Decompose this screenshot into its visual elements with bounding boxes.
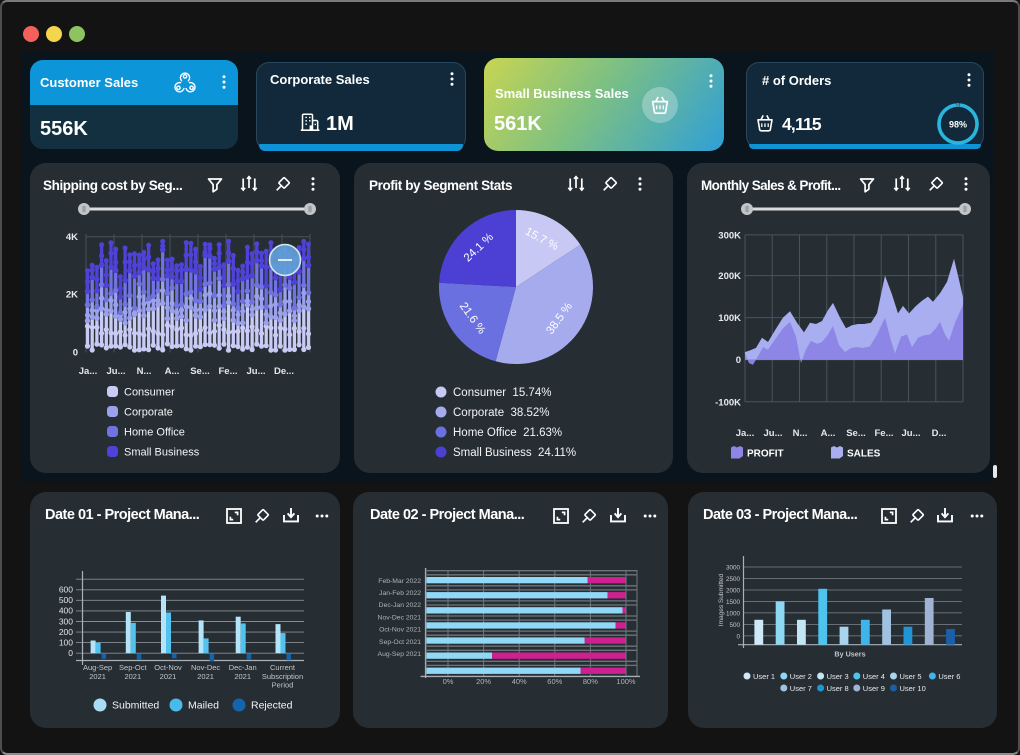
svg-text:200K: 200K (718, 271, 741, 282)
svg-text:By Users: By Users (834, 650, 865, 659)
svg-text:1500: 1500 (726, 599, 741, 606)
svg-text:100%: 100% (616, 677, 636, 686)
svg-text:Subscription: Subscription (262, 672, 303, 681)
svg-text:Period: Period (272, 681, 294, 690)
svg-text:20%: 20% (476, 677, 491, 686)
svg-text:Fe...: Fe... (218, 366, 237, 377)
svg-text:2021: 2021 (89, 672, 106, 681)
svg-text:Aug-Sep 2021: Aug-Sep 2021 (378, 651, 422, 658)
svg-text:User 1: User 1 (753, 672, 775, 681)
svg-text:0%: 0% (443, 677, 454, 686)
svg-text:1000: 1000 (726, 610, 741, 617)
svg-text:Sep-Oct 2021: Sep-Oct 2021 (379, 639, 421, 646)
svg-text:Corporate 38.52%: Corporate 38.52% (453, 407, 550, 419)
svg-text:A...: A... (821, 428, 836, 439)
svg-text:D...: D... (932, 428, 947, 439)
svg-text:Oct-Nov: Oct-Nov (154, 663, 182, 672)
svg-text:Se...: Se... (846, 428, 866, 439)
svg-text:600: 600 (59, 585, 73, 595)
svg-text:N...: N... (793, 428, 808, 439)
svg-text:2500: 2500 (726, 576, 741, 583)
svg-text:2021: 2021 (160, 672, 177, 681)
svg-text:500: 500 (59, 595, 73, 605)
svg-text:N...: N... (137, 366, 152, 377)
svg-text:Dec-Jan 2022: Dec-Jan 2022 (379, 602, 422, 609)
svg-text:Ju...: Ju... (901, 428, 920, 439)
svg-text:User 2: User 2 (790, 672, 812, 681)
svg-text:2021: 2021 (124, 672, 141, 681)
svg-text:Sep-Oct: Sep-Oct (119, 663, 147, 672)
svg-text:Ja...: Ja... (79, 366, 98, 377)
svg-text:Home Office 21.63%: Home Office 21.63% (453, 427, 562, 439)
svg-text:User 6: User 6 (938, 672, 960, 681)
svg-text:200: 200 (59, 627, 73, 637)
svg-text:Home Office: Home Office (124, 427, 185, 439)
svg-text:De...: De... (274, 366, 294, 377)
svg-text:Consumer: Consumer (124, 387, 175, 399)
svg-text:User 8: User 8 (827, 684, 849, 693)
svg-text:Ju...: Ju... (763, 428, 782, 439)
svg-text:0: 0 (736, 633, 740, 640)
svg-text:A...: A... (165, 366, 180, 377)
svg-text:80%: 80% (583, 677, 598, 686)
svg-text:40%: 40% (512, 677, 527, 686)
svg-text:User 4: User 4 (863, 672, 885, 681)
svg-text:Consumer 15.74%: Consumer 15.74% (453, 387, 551, 399)
svg-text:Oct-Nov 2021: Oct-Nov 2021 (379, 627, 421, 634)
svg-text:Ju...: Ju... (106, 366, 125, 377)
svg-text:300: 300 (59, 616, 73, 626)
svg-text:Mailed: Mailed (188, 700, 219, 712)
svg-text:2K: 2K (66, 290, 78, 301)
svg-text:Current: Current (270, 663, 296, 672)
svg-text:Rejected: Rejected (251, 700, 293, 712)
svg-text:100K: 100K (718, 313, 741, 324)
svg-text:Jan-Feb 2022: Jan-Feb 2022 (379, 590, 421, 597)
svg-text:0: 0 (68, 648, 73, 658)
svg-text:User 10: User 10 (900, 684, 926, 693)
svg-text:SALES: SALES (847, 449, 881, 460)
svg-text:2021: 2021 (197, 672, 214, 681)
svg-text:0: 0 (73, 348, 78, 359)
svg-text:User 5: User 5 (900, 672, 922, 681)
svg-text:Submitted: Submitted (112, 700, 159, 712)
svg-text:Dec-Jan: Dec-Jan (229, 663, 257, 672)
svg-text:300K: 300K (718, 230, 741, 241)
svg-text:3000: 3000 (726, 565, 741, 572)
svg-text:Images Submitted: Images Submitted (718, 573, 725, 626)
svg-text:-100K: -100K (715, 397, 741, 408)
svg-text:Small Business 24.11%: Small Business 24.11% (453, 447, 576, 459)
svg-text:Fe...: Fe... (874, 428, 893, 439)
svg-text:400: 400 (59, 606, 73, 616)
svg-text:0: 0 (736, 355, 741, 366)
svg-text:Se...: Se... (190, 366, 210, 377)
svg-text:Nov-Dec: Nov-Dec (191, 663, 220, 672)
svg-text:Aug-Sep: Aug-Sep (83, 663, 112, 672)
svg-text:PROFIT: PROFIT (747, 449, 784, 460)
svg-text:User 7: User 7 (790, 684, 812, 693)
svg-text:Ju...: Ju... (246, 366, 265, 377)
svg-text:100: 100 (59, 637, 73, 647)
svg-text:2021: 2021 (234, 672, 251, 681)
svg-text:2000: 2000 (726, 588, 741, 595)
svg-text:User 9: User 9 (863, 684, 885, 693)
svg-text:User 3: User 3 (827, 672, 849, 681)
svg-text:4K: 4K (66, 232, 78, 243)
svg-text:500: 500 (729, 622, 740, 629)
svg-text:Corporate: Corporate (124, 407, 173, 419)
svg-text:Small Business: Small Business (124, 447, 200, 459)
svg-text:Ja...: Ja... (736, 428, 755, 439)
svg-text:Feb-Mar 2022: Feb-Mar 2022 (378, 578, 421, 585)
svg-text:60%: 60% (547, 677, 562, 686)
svg-text:98%: 98% (949, 120, 967, 130)
svg-text:Nov-Dec 2021: Nov-Dec 2021 (378, 614, 422, 621)
